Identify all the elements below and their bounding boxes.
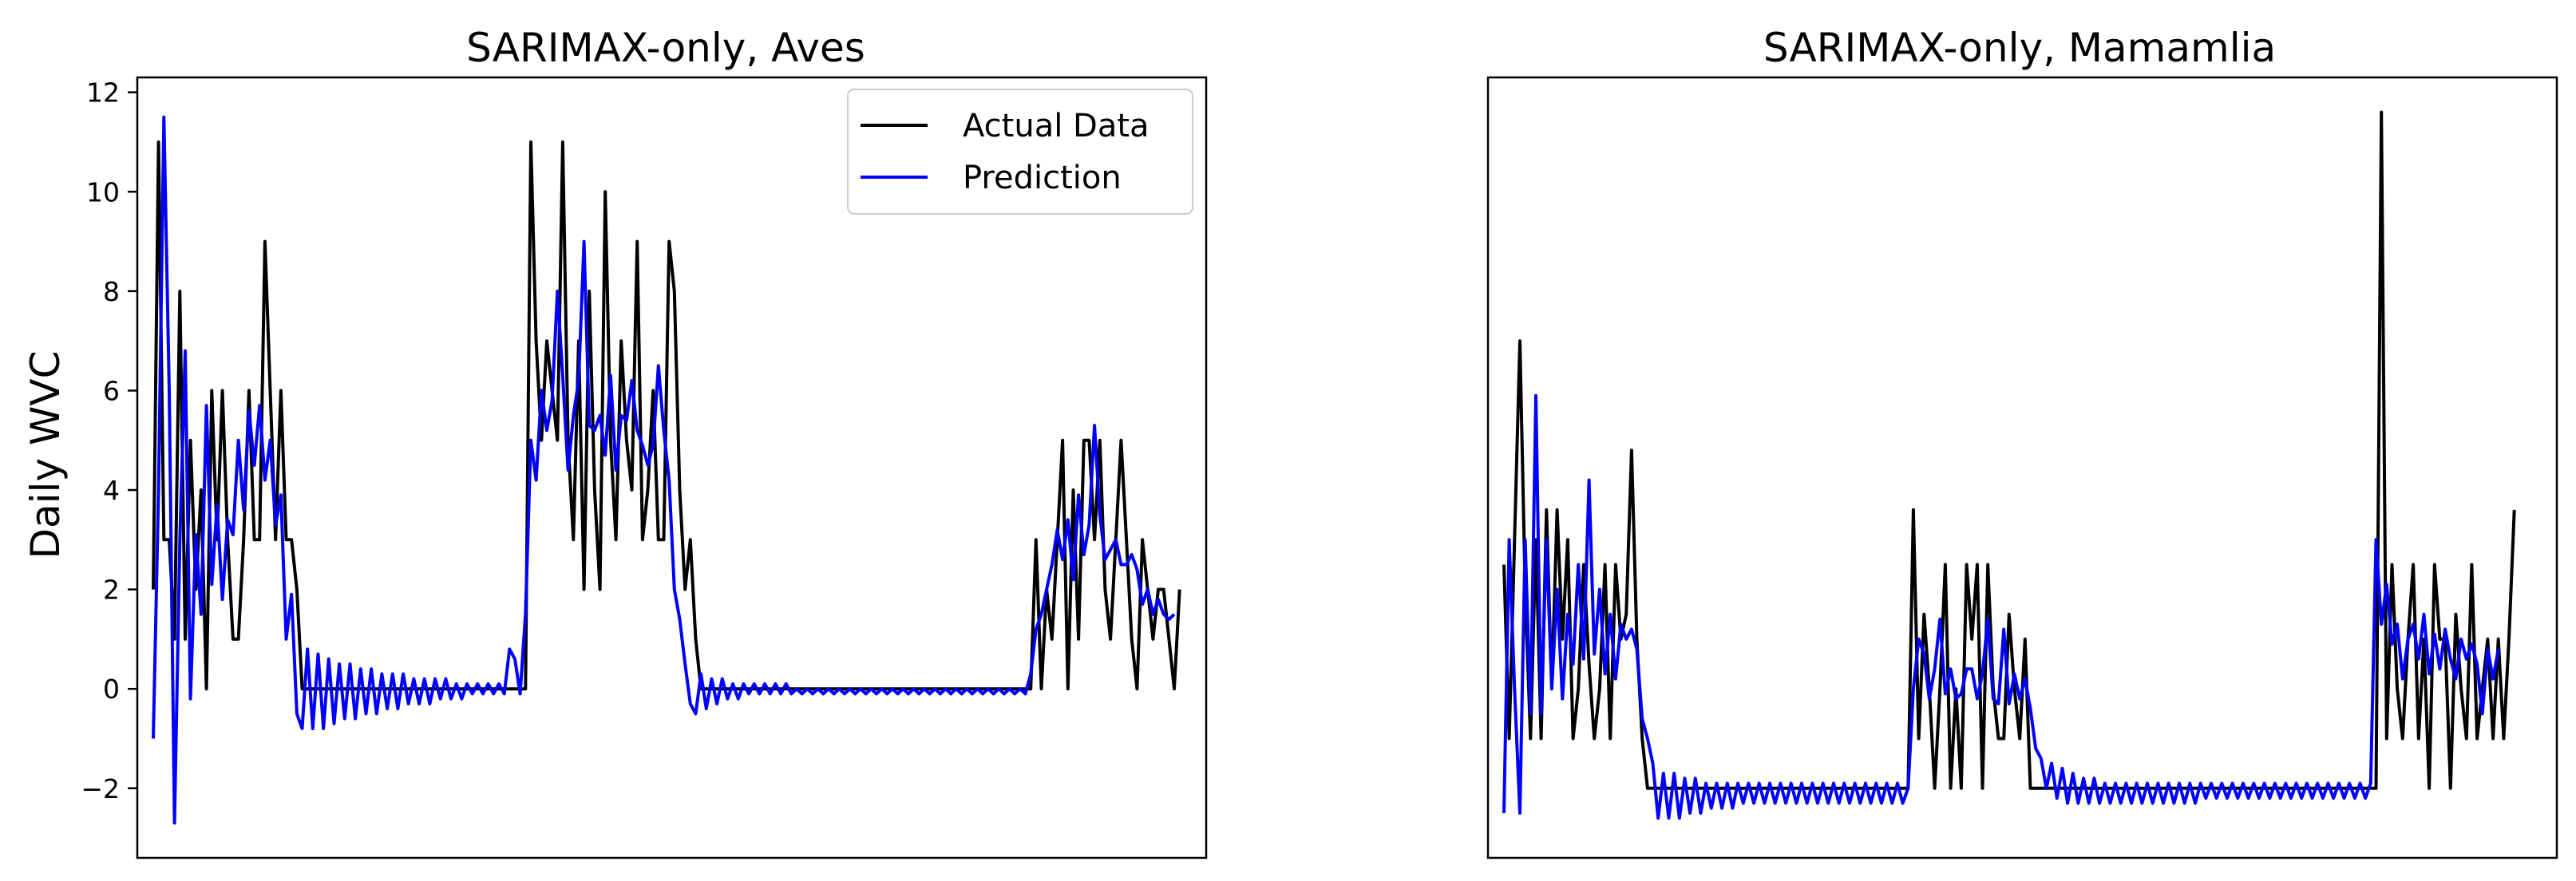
y-tick-label: 12 [86, 77, 120, 109]
chart-mamamlia: SARIMAX-only, Mamamlia [1486, 25, 2558, 859]
series-line-prediction [1502, 393, 2500, 820]
y-tick-label: 0 [103, 674, 120, 705]
y-tick-label: 8 [103, 276, 120, 307]
y-axis-label: Daily WVC [22, 351, 69, 559]
y-tick-label: 2 [103, 575, 120, 606]
legend-label-actual-data: Actual Data [963, 108, 1150, 144]
plot-frame [1486, 76, 2558, 859]
y-tick-label: 10 [86, 176, 120, 207]
series-line-prediction [152, 115, 1176, 825]
y-tick-label: −2 [81, 773, 120, 804]
chart-title: SARIMAX-only, Aves [466, 25, 865, 71]
legend-box [847, 89, 1193, 215]
chart-title: SARIMAX-only, Mamamlia [1763, 25, 2276, 71]
plot-frame [136, 76, 1208, 859]
y-tick-label: 4 [103, 475, 120, 506]
y-axis-ticks: −2 0 2 4 6 8 10 12 [81, 77, 137, 804]
series-line-actual-data [152, 140, 1181, 691]
legend: Actual Data Prediction [847, 89, 1193, 215]
legend-label-prediction: Prediction [963, 160, 1122, 196]
chart-aves: SARIMAX-only, Aves Daily WVC −2 0 2 4 6 8 10 12… [22, 25, 1208, 859]
y-tick-label: 6 [103, 375, 120, 406]
